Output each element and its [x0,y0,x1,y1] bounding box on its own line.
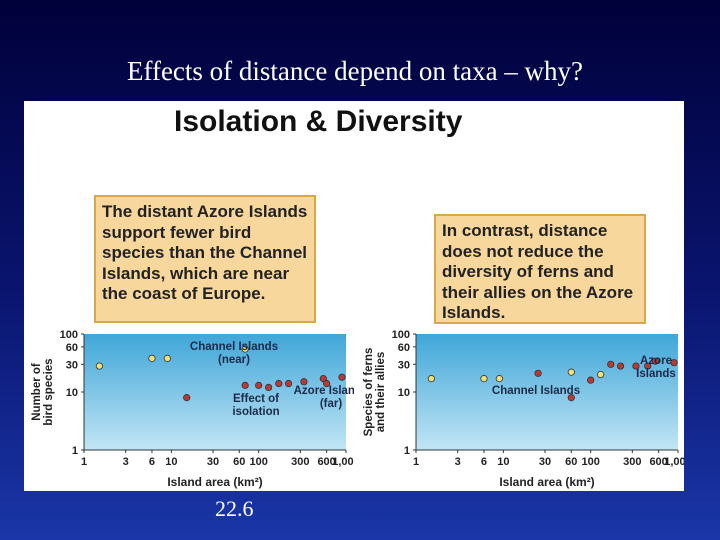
annotation-label: (near) [218,354,250,366]
azore-islands-point [241,381,249,389]
azore-islands-point [534,369,542,377]
x-tick-label: 60 [565,456,577,468]
annotation-label: Effect of [233,393,279,405]
azore-islands-point [300,378,308,386]
azore-islands-point [319,375,327,383]
y-tick-label: 100 [392,329,410,341]
x-tick-label: 60 [233,456,245,468]
channel-islands-point [148,354,156,362]
x-tick-label: 300 [291,456,309,468]
x-tick-label: 1 [413,456,419,468]
x-tick-label: 6 [149,456,155,468]
annotation-label: Azore Islands [294,385,354,397]
y-tick-label: 30 [398,359,410,371]
x-tick-label: 1,000 [664,456,684,468]
y-axis-label: Number of [31,363,43,421]
annotation-label: (far) [320,398,343,410]
annotation-label: Islands [636,368,676,380]
figure-title: Isolation & Diversity [174,105,463,138]
y-tick-label: 30 [66,359,78,371]
annotation-label: Azore [640,355,672,367]
x-tick-label: 3 [123,456,129,468]
azore-islands-point [275,379,283,388]
x-tick-label: 1,000 [332,456,354,468]
bird-species-chart: 11030601001361030601003006001,000Island … [24,326,354,491]
x-tick-label: 1 [81,456,87,468]
azore-islands-point [255,381,263,389]
x-tick-label: 600 [317,456,335,468]
bird-species-chart-svg: 11030601001361030601003006001,000Island … [31,329,354,489]
azore-islands-point [670,359,678,367]
azore-islands-point [567,394,575,402]
x-tick-label: 600 [649,456,667,468]
azore-islands-point [587,376,595,384]
fern-species-chart: 11030601001361030601003006001,000Island … [359,326,684,491]
fern-species-chart-svg: 11030601001361030601003006001,000Island … [363,329,684,489]
slide-title: Effects of distance depend on taxa – why… [126,56,584,86]
azore-islands-point [338,373,346,381]
y-tick-label: 1 [404,445,410,457]
x-tick-label: 30 [207,456,219,468]
azore-islands-point [323,379,331,388]
azore-islands-point [265,383,273,392]
channel-islands-point [163,354,171,362]
y-tick-label: 1 [72,445,78,457]
x-tick-label: 300 [623,456,641,468]
channel-islands-point [597,370,605,379]
y-axis-label: bird species [43,358,55,425]
x-tick-label: 100 [581,456,599,468]
x-tick-label: 100 [249,456,267,468]
annotation-label: Channel Islands [190,341,278,353]
annotation-label: Channel Islands [492,385,580,397]
channel-islands-point [480,375,488,383]
x-tick-label: 10 [497,456,509,468]
y-tick-label: 10 [66,387,78,399]
y-tick-label: 10 [398,387,410,399]
x-tick-label: 10 [165,456,177,468]
channel-islands-point [95,362,103,370]
y-tick-label: 100 [60,329,78,341]
azore-islands-point [284,379,293,388]
azore-islands-point [183,394,191,402]
x-tick-label: 3 [455,456,461,468]
y-axis-label: and their allies [375,352,387,433]
channel-islands-point [495,375,503,383]
azore-islands-point [607,360,615,368]
azore-islands-point [644,362,652,370]
x-axis-label: Island area (km²) [167,475,262,489]
azore-islands-point [632,362,640,370]
azore-islands-point [651,357,659,365]
channel-islands-point [567,368,575,376]
bird-callout: The distant Azore Islands support fewer … [94,195,316,323]
y-tick-label: 60 [398,342,410,354]
x-tick-label: 30 [539,456,551,468]
fern-callout: In contrast, distance does not reduce th… [434,214,646,324]
annotation-label: isolation [232,406,279,418]
y-tick-label: 60 [66,342,78,354]
y-axis-label: Species of ferns [363,348,375,437]
channel-islands-point [241,345,249,353]
x-tick-label: 6 [481,456,487,468]
plot-area [84,334,346,450]
channel-islands-point [427,375,435,383]
azore-islands-point [616,362,625,370]
figure-number: 22.6 [215,496,254,521]
x-axis-label: Island area (km²) [499,475,594,489]
figure-panel: Isolation & Diversity The distant Azore … [24,101,684,491]
plot-area [416,334,678,450]
